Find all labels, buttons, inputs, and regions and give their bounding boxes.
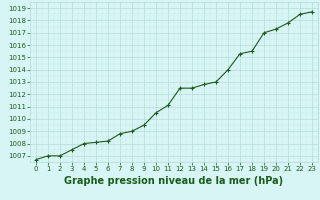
- X-axis label: Graphe pression niveau de la mer (hPa): Graphe pression niveau de la mer (hPa): [64, 176, 284, 186]
